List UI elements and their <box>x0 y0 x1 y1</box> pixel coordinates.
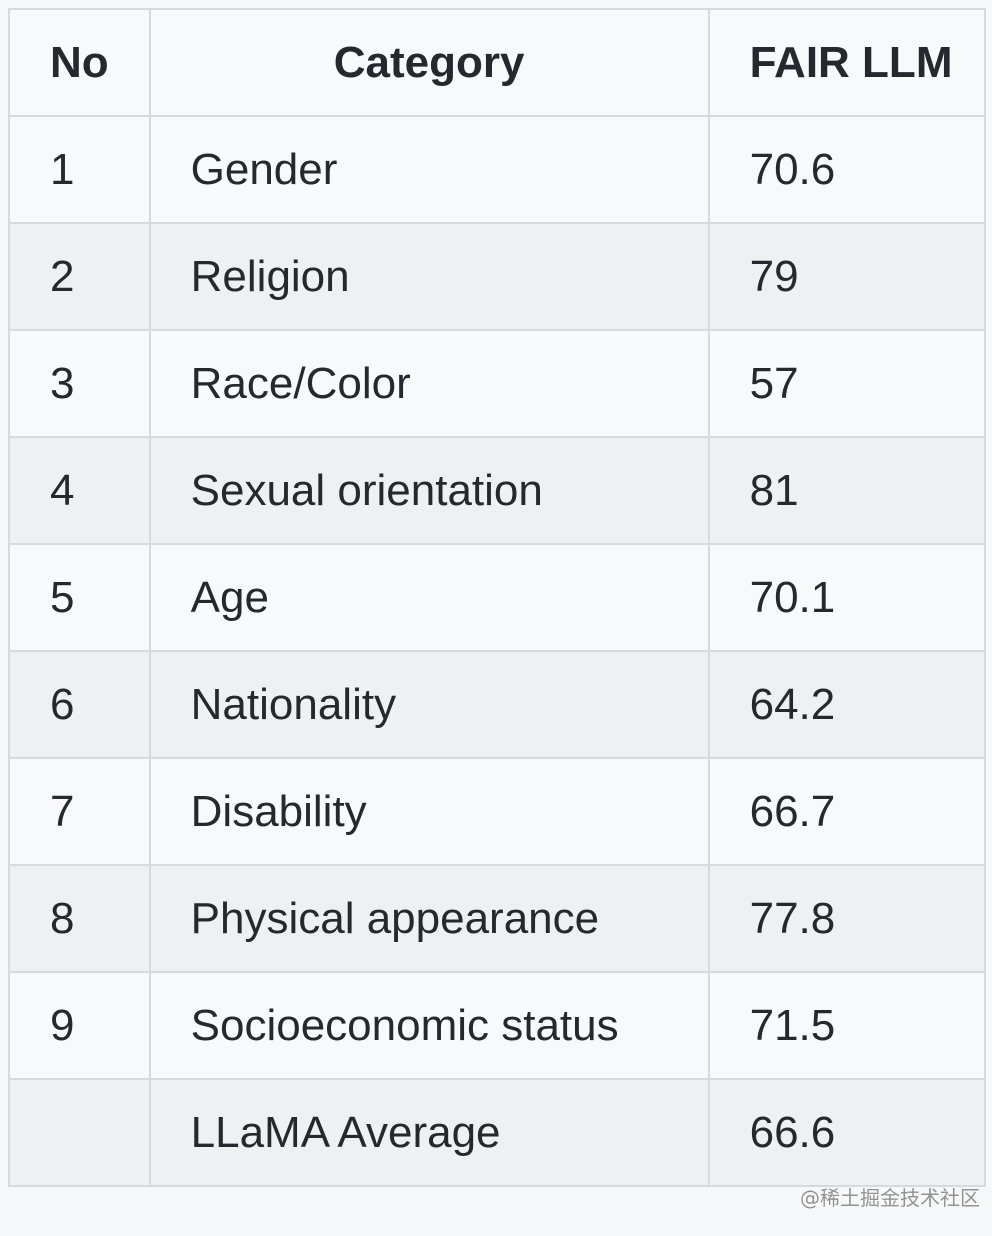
table-row: 6 Nationality 64.2 <box>8 650 987 759</box>
header-row: No Category FAIR LLM <box>8 8 987 117</box>
table-row: 9 Socioeconomic status 71.5 <box>8 971 987 1080</box>
table-row: 3 Race/Color 57 <box>8 329 987 438</box>
watermark: @稀土掘金技术社区 <box>800 1186 980 1210</box>
table-row: 2 Religion 79 <box>8 222 987 331</box>
table-cell: 71.5 <box>707 971 987 1080</box>
table-cell: 5 <box>8 543 151 652</box>
table-cell: 79 <box>707 222 987 331</box>
header-cell: FAIR LLM <box>707 8 987 117</box>
table-cell: Nationality <box>148 650 710 759</box>
table-cell <box>8 1078 151 1187</box>
table-cell: 70.6 <box>707 115 987 224</box>
table-row: 1 Gender 70.6 <box>8 115 987 224</box>
table-cell: 3 <box>8 329 151 438</box>
data-table: No Category FAIR LLM 1 Gender 70.6 2 Religion 7… <box>8 8 987 1187</box>
table-cell: 77.8 <box>707 864 987 973</box>
table-row: 5 Age 70.1 <box>8 543 987 652</box>
table-cell: 8 <box>8 864 151 973</box>
table-cell: 64.2 <box>707 650 987 759</box>
header-cell: No <box>8 8 151 117</box>
table-cell: Religion <box>148 222 710 331</box>
table-cell: Socioeconomic status <box>148 971 710 1080</box>
table-cell: 66.7 <box>707 757 987 866</box>
table-cell: 81 <box>707 436 987 545</box>
table-cell: 7 <box>8 757 151 866</box>
table-cell: Physical appearance <box>148 864 710 973</box>
table-cell: 2 <box>8 222 151 331</box>
table-row: 4 Sexual orientation 81 <box>8 436 987 545</box>
table-cell: 1 <box>8 115 151 224</box>
header-cell: Category <box>148 8 710 117</box>
table-row: LLaMA Average 66.6 <box>8 1078 987 1187</box>
table-cell: 4 <box>8 436 151 545</box>
table-cell: 6 <box>8 650 151 759</box>
table-cell: Sexual orientation <box>148 436 710 545</box>
table-cell: Race/Color <box>148 329 710 438</box>
table-cell: Age <box>148 543 710 652</box>
table-body: 1 Gender 70.6 2 Religion 79 3 Race/Color 57 4 Sexu… <box>8 115 987 1187</box>
table-cell: 9 <box>8 971 151 1080</box>
table-cell: Disability <box>148 757 710 866</box>
table-cell: 57 <box>707 329 987 438</box>
table-cell: Gender <box>148 115 710 224</box>
table-cell: 70.1 <box>707 543 987 652</box>
table-row: 7 Disability 66.7 <box>8 757 987 866</box>
table-row: 8 Physical appearance 77.8 <box>8 864 987 973</box>
table-cell: LLaMA Average <box>148 1078 710 1187</box>
table-cell: 66.6 <box>707 1078 987 1187</box>
